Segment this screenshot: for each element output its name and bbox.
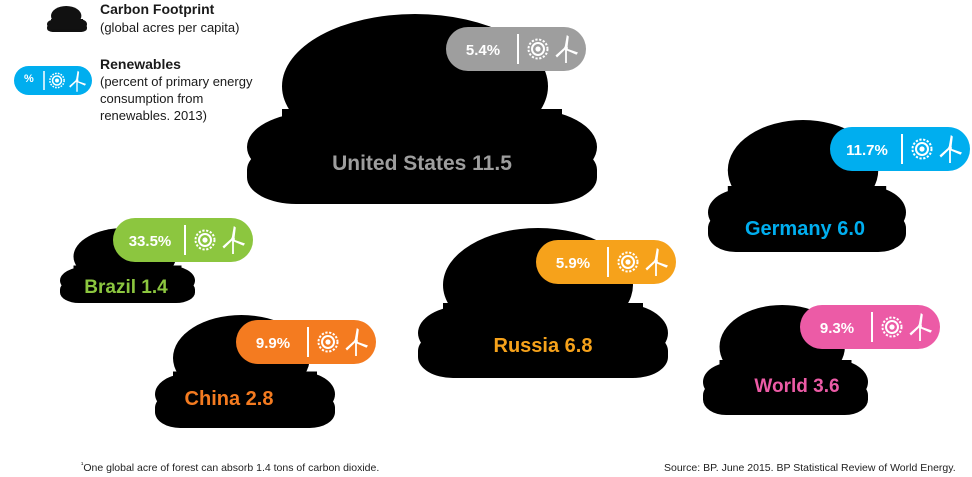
china-footprint-label: China 2.8 bbox=[185, 388, 274, 410]
china-country-name: China bbox=[185, 388, 241, 410]
legend-cloud-icon bbox=[47, 6, 87, 32]
world-renewables-badge: 9.3% bbox=[800, 305, 940, 349]
cloud-brazil: Brazil 1.4 33.5% bbox=[60, 218, 253, 303]
russia-footprint-value: 6.8 bbox=[565, 335, 593, 357]
world-country-name: World bbox=[754, 376, 807, 397]
cloud-us: United States 11.5 5.4% bbox=[247, 14, 597, 205]
us-country-name: United States bbox=[332, 152, 466, 175]
footnote: ¹One global acre of forest can absorb 1.… bbox=[81, 462, 379, 474]
brazil-renewables-value: 33.5% bbox=[129, 233, 172, 250]
cloud-germany: Germany 6.0 11.7% bbox=[708, 120, 970, 252]
footnote-marker: ¹ bbox=[81, 462, 84, 469]
us-footprint-label: United States 11.5 bbox=[332, 152, 512, 175]
cloud-world: World 3.6 9.3% bbox=[703, 305, 940, 415]
source-note: Source: BP. June 2015. BP Statistical Re… bbox=[664, 462, 956, 474]
us-footprint-value: 11.5 bbox=[472, 152, 512, 175]
cloud-china: China 2.8 9.9% bbox=[155, 315, 376, 428]
world-footprint-label: World 3.6 bbox=[754, 376, 839, 397]
brazil-renewables-badge: 33.5% bbox=[113, 218, 253, 262]
germany-country-name: Germany bbox=[745, 218, 833, 240]
china-renewables-value: 9.9% bbox=[256, 335, 290, 352]
russia-renewables-badge: 5.9% bbox=[536, 240, 676, 284]
russia-renewables-value: 5.9% bbox=[556, 255, 590, 272]
legend-percent-symbol: % bbox=[24, 73, 34, 85]
legend-carbon-title: Carbon Footprint bbox=[100, 1, 215, 17]
legend-renewables-title: Renewables bbox=[100, 56, 181, 72]
legend-carbon-subtitle: (global acres per capita) bbox=[100, 20, 240, 35]
china-footprint-value: 2.8 bbox=[246, 388, 274, 410]
world-renewables-value: 9.3% bbox=[820, 320, 854, 337]
russia-country-name: Russia bbox=[494, 335, 560, 357]
legend-renewables-badge bbox=[14, 66, 92, 95]
us-renewables-value: 5.4% bbox=[466, 42, 500, 59]
cloud-russia: Russia 6.8 5.9% bbox=[418, 228, 676, 378]
germany-footprint-label: Germany 6.0 bbox=[745, 218, 865, 240]
footnote-text: One global acre of forest can absorb 1.4… bbox=[83, 462, 380, 474]
us-renewables-badge: 5.4% bbox=[446, 27, 586, 71]
brazil-country-name: Brazil bbox=[84, 277, 136, 298]
russia-footprint-label: Russia 6.8 bbox=[494, 335, 593, 357]
germany-footprint-value: 6.0 bbox=[837, 218, 865, 240]
world-footprint-value: 3.6 bbox=[813, 376, 839, 397]
brazil-footprint-label: Brazil 1.4 bbox=[84, 277, 168, 298]
germany-renewables-value: 11.7% bbox=[846, 142, 888, 159]
legend-renewables-subtitle: (percent of primary energy consumption f… bbox=[100, 74, 253, 123]
brazil-footprint-value: 1.4 bbox=[141, 277, 168, 298]
germany-renewables-badge: 11.7% bbox=[830, 127, 970, 171]
china-renewables-badge: 9.9% bbox=[236, 320, 376, 364]
